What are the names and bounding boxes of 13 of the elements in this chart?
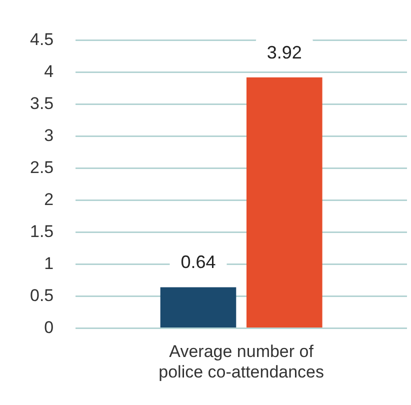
y-tick-label: 1.5 [30, 222, 54, 241]
y-tick-label: 3 [44, 126, 54, 145]
y-tick-label: 4.5 [30, 30, 54, 49]
y-tick-label: 0 [44, 318, 54, 337]
y-tick-label: 4 [44, 62, 54, 81]
x-tick-label: Average number of police co-attendances [158, 342, 324, 382]
y-tick-label: 2 [44, 190, 54, 209]
y-tick-label: 1 [44, 254, 54, 273]
data-label: 3.92 [266, 42, 302, 62]
y-tick-label: 2.5 [30, 158, 54, 177]
y-tick-label: 0.5 [30, 286, 54, 305]
y-tick-label: 3.5 [30, 94, 54, 113]
data-label: 0.64 [180, 252, 216, 272]
